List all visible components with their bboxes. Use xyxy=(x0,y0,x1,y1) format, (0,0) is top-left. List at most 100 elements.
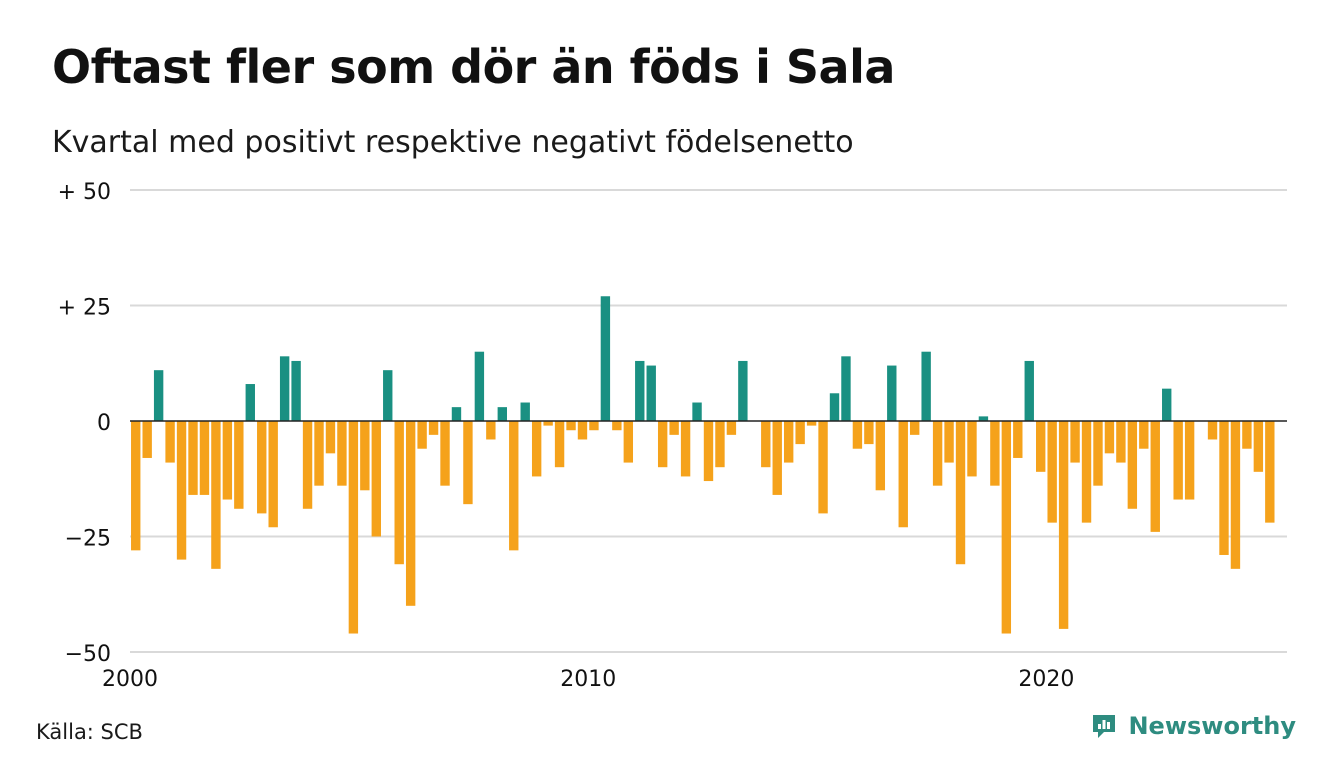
bar-2011Q3 xyxy=(657,421,668,468)
bar-2004Q3 xyxy=(337,421,347,486)
brand-logo[interactable]: Newsworthy xyxy=(1090,712,1296,740)
gridlines xyxy=(130,189,1287,653)
bar-2008Q4 xyxy=(531,421,542,477)
bar-2016Q2 xyxy=(875,421,886,491)
bar-2008Q1 xyxy=(497,407,507,421)
bar-2020Q3 xyxy=(1070,421,1080,463)
bar-2009Q3 xyxy=(566,421,576,431)
bar-2005Q1 xyxy=(360,421,370,491)
bar-2005Q2 xyxy=(371,421,381,537)
bar-2017Q1 xyxy=(910,421,920,435)
bar-2022Q4 xyxy=(1173,421,1183,500)
bar-2010Q1 xyxy=(589,421,599,431)
bar-2006Q2 xyxy=(417,421,427,449)
bar-2002Q2 xyxy=(234,421,244,509)
x-tick-label: 2010 xyxy=(560,667,616,692)
bar-2015Q1 xyxy=(818,421,828,514)
bar-2022Q3 xyxy=(1162,388,1172,421)
bar-2012Q2 xyxy=(692,402,702,421)
bar-2020Q1 xyxy=(1047,421,1057,523)
bar-2004Q1 xyxy=(314,421,324,486)
bar-2021Q2 xyxy=(1104,421,1115,454)
bar-2008Q3 xyxy=(520,402,530,421)
bar-2018Q1 xyxy=(955,421,966,565)
bar-2003Q2 xyxy=(279,356,290,421)
bar-2018Q2 xyxy=(967,421,977,477)
chart-title: Oftast fler som dör än föds i Sala xyxy=(52,40,895,94)
bar-2021Q1 xyxy=(1093,421,1103,486)
y-tick-label: + 50 xyxy=(58,180,111,205)
bar-2010Q3 xyxy=(612,421,622,431)
bar-2007Q4 xyxy=(486,421,496,440)
bar-2024Q2 xyxy=(1242,421,1252,449)
bar-2023Q4 xyxy=(1219,421,1229,555)
bar-2012Q1 xyxy=(680,421,691,477)
bar-2009Q1 xyxy=(543,421,553,426)
bar-2007Q3 xyxy=(474,351,485,421)
bar-2023Q3 xyxy=(1207,421,1218,440)
bar-2019Q3 xyxy=(1024,360,1034,421)
bar-2016Q3 xyxy=(887,365,897,421)
bar-2024Q3 xyxy=(1253,421,1264,472)
bar-2015Q3 xyxy=(841,356,851,421)
bar-2011Q2 xyxy=(646,365,656,421)
bar-2010Q4 xyxy=(623,421,634,463)
bar-2006Q3 xyxy=(428,421,439,435)
bar-2006Q4 xyxy=(440,421,450,486)
bar-2014Q1 xyxy=(772,421,782,495)
bar-2019Q1 xyxy=(1001,421,1012,634)
y-tick-label: −50 xyxy=(65,642,111,667)
bar-2004Q4 xyxy=(348,421,359,634)
bar-2007Q2 xyxy=(463,421,473,505)
x-tick-label: 2000 xyxy=(102,667,158,692)
bar-2015Q2 xyxy=(829,393,840,421)
bar-2014Q3 xyxy=(795,421,805,445)
bar-2019Q2 xyxy=(1013,421,1023,458)
bar-2008Q2 xyxy=(509,421,519,551)
bar-2013Q4 xyxy=(761,421,771,468)
bar-2003Q1 xyxy=(268,421,278,528)
bar-2012Q3 xyxy=(703,421,714,482)
bar-2020Q2 xyxy=(1058,421,1069,629)
bar-2014Q2 xyxy=(783,421,794,463)
source-label: Källa: SCB xyxy=(36,720,143,744)
bar-2022Q1 xyxy=(1139,421,1149,449)
bar-2021Q4 xyxy=(1127,421,1138,509)
bar-2022Q2 xyxy=(1150,421,1160,532)
bar-2002Q3 xyxy=(245,384,255,421)
bar-2000Q3 xyxy=(153,370,164,421)
bar-2009Q4 xyxy=(577,421,588,440)
bar-2017Q3 xyxy=(932,421,943,486)
y-tick-label: −25 xyxy=(65,527,111,552)
bar-2000Q2 xyxy=(142,421,152,458)
bar-2012Q4 xyxy=(715,421,725,468)
bar-2002Q4 xyxy=(257,421,267,514)
bar-2024Q1 xyxy=(1230,421,1241,569)
bar-2010Q2 xyxy=(600,296,611,421)
bar-2002Q1 xyxy=(222,421,233,500)
bar-2005Q3 xyxy=(383,370,393,421)
y-tick-label: + 25 xyxy=(58,296,111,321)
brand-name: Newsworthy xyxy=(1128,712,1296,740)
bar-2018Q3 xyxy=(978,416,989,421)
bar-2001Q3 xyxy=(199,421,210,495)
bar-2020Q4 xyxy=(1081,421,1092,523)
bar-2011Q1 xyxy=(635,360,645,421)
bar-2001Q1 xyxy=(176,421,187,560)
bar-2005Q4 xyxy=(394,421,404,565)
bar-2001Q4 xyxy=(211,421,221,569)
bars xyxy=(131,296,1275,634)
bar-2015Q4 xyxy=(852,421,863,449)
x-tick-label: 2020 xyxy=(1018,667,1074,692)
bar-2006Q1 xyxy=(405,421,416,606)
bar-2009Q2 xyxy=(554,421,565,468)
newsworthy-logo-icon xyxy=(1093,715,1116,738)
bar-2016Q4 xyxy=(898,421,908,528)
bar-2003Q3 xyxy=(291,360,301,421)
bar-2017Q4 xyxy=(944,421,954,463)
bar-2017Q2 xyxy=(921,351,931,421)
bar-2023Q1 xyxy=(1184,421,1195,500)
bar-2021Q3 xyxy=(1116,421,1126,463)
